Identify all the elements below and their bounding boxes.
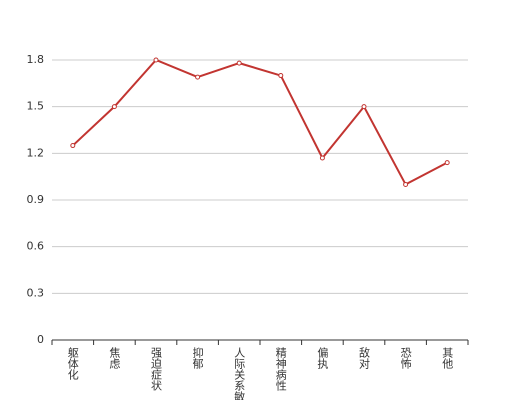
x-tick-label: 抑郁 <box>191 346 204 369</box>
x-tick-label: 恐怖 <box>399 347 412 369</box>
point <box>444 160 450 166</box>
y-tick-label: 1.2 <box>27 146 45 159</box>
point <box>111 104 117 110</box>
x-tick-label: 躯体化 <box>66 347 79 381</box>
y-tick-label: 0 <box>37 333 44 346</box>
x-tick-label: 敌对 <box>358 346 371 369</box>
x-tick-label: 焦虑 <box>108 347 121 369</box>
x-tick-label: 强迫症状 <box>150 347 163 391</box>
y-tick-label: 1.5 <box>27 100 45 113</box>
y-tick-label: 1.8 <box>27 53 45 66</box>
point <box>361 104 367 110</box>
point <box>319 155 325 161</box>
x-tick-label: 偏执 <box>316 346 329 370</box>
point <box>278 73 284 79</box>
x-tick-label: 其他 <box>441 347 454 369</box>
y-tick-label: 0.3 <box>27 286 45 299</box>
point <box>403 181 409 187</box>
point <box>195 74 201 80</box>
y-tick-label: 0.9 <box>27 193 45 206</box>
x-tick-label: 精神病性 <box>274 347 287 392</box>
y-tick-label: 0.6 <box>27 240 45 253</box>
point <box>236 60 242 66</box>
x-tick-label: 人际关系敏感 <box>233 347 246 400</box>
point <box>153 57 159 63</box>
line <box>72 58 448 186</box>
point <box>70 143 76 149</box>
